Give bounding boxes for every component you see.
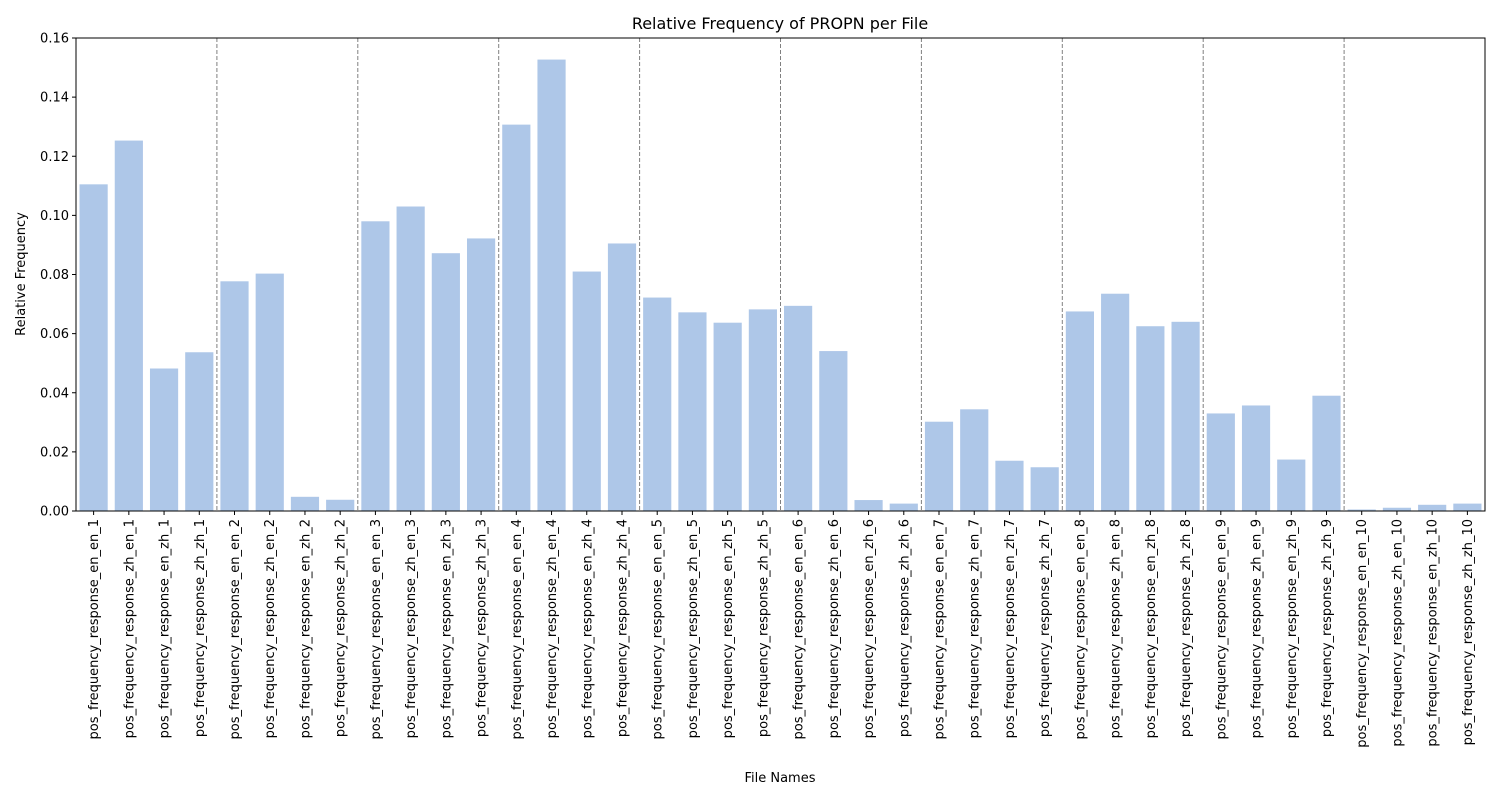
x-tick-label: pos_frequency_response_en_zh_4 bbox=[580, 519, 595, 738]
bar-pos_frequency_response_en_zh_7 bbox=[995, 460, 1024, 511]
bar-pos_frequency_response_zh_en_5 bbox=[678, 312, 707, 511]
x-tick-label: pos_frequency_response_en_en_3 bbox=[369, 519, 384, 739]
y-tick-label: 0.04 bbox=[40, 386, 69, 401]
x-tick-label: pos_frequency_response_en_zh_10 bbox=[1426, 519, 1441, 747]
bar-pos_frequency_response_en_en_7 bbox=[924, 421, 954, 511]
x-tick-label: pos_frequency_response_en_zh_9 bbox=[1285, 519, 1300, 738]
x-tick-label: pos_frequency_response_en_en_1 bbox=[87, 519, 102, 739]
x-tick-label: pos_frequency_response_en_en_4 bbox=[510, 519, 525, 739]
x-axis-ticks: pos_frequency_response_en_en_1 pos_freque… bbox=[87, 511, 1476, 748]
bar-pos_frequency_response_zh_en_3 bbox=[396, 206, 425, 511]
y-axis-label: Relative Frequency bbox=[14, 212, 29, 336]
bars-layer bbox=[79, 59, 1482, 512]
bar-pos_frequency_response_zh_zh_8 bbox=[1171, 321, 1200, 511]
bar-pos_frequency_response_zh_en_2 bbox=[255, 273, 284, 511]
bar-pos_frequency_response_en_zh_4 bbox=[572, 271, 601, 511]
bar-pos_frequency_response_zh_en_9 bbox=[1241, 405, 1271, 511]
bar-pos_frequency_response_en_zh_5 bbox=[713, 322, 742, 511]
x-tick-label: pos_frequency_response_zh_zh_1 bbox=[193, 519, 208, 737]
bar-pos_frequency_response_zh_zh_9 bbox=[1312, 395, 1341, 511]
x-tick-label: pos_frequency_response_zh_en_3 bbox=[404, 519, 419, 738]
x-tick-label: pos_frequency_response_zh_zh_7 bbox=[1038, 519, 1053, 737]
x-tick-label: pos_frequency_response_en_en_7 bbox=[933, 519, 948, 739]
bar-pos_frequency_response_zh_zh_3 bbox=[467, 238, 496, 511]
bar-pos_frequency_response_en_zh_1 bbox=[149, 368, 179, 511]
x-tick-label: pos_frequency_response_zh_zh_10 bbox=[1461, 519, 1476, 745]
x-tick-label: pos_frequency_response_zh_en_1 bbox=[122, 519, 137, 738]
bar-pos_frequency_response_zh_zh_10 bbox=[1453, 503, 1482, 511]
group-separators bbox=[216, 38, 1345, 511]
x-axis-label: File Names bbox=[744, 771, 815, 786]
bar-pos_frequency_response_en_zh_6 bbox=[854, 500, 883, 511]
bar-pos_frequency_response_zh_zh_6 bbox=[889, 503, 918, 511]
bar-pos_frequency_response_zh_en_4 bbox=[537, 59, 566, 511]
x-tick-label: pos_frequency_response_zh_zh_6 bbox=[897, 519, 912, 737]
x-tick-label: pos_frequency_response_zh_en_10 bbox=[1390, 519, 1405, 747]
x-tick-label: pos_frequency_response_zh_en_5 bbox=[686, 519, 701, 738]
bar-pos_frequency_response_zh_en_8 bbox=[1101, 293, 1130, 511]
x-tick-label: pos_frequency_response_zh_zh_3 bbox=[475, 519, 490, 737]
bar-pos_frequency_response_en_zh_2 bbox=[290, 496, 320, 511]
bar-pos_frequency_response_zh_zh_4 bbox=[607, 243, 637, 511]
x-tick-label: pos_frequency_response_en_zh_7 bbox=[1003, 519, 1018, 738]
x-tick-label: pos_frequency_response_en_zh_3 bbox=[439, 519, 454, 738]
x-tick-label: pos_frequency_response_en_zh_6 bbox=[862, 519, 877, 738]
bar-pos_frequency_response_zh_en_1 bbox=[114, 140, 143, 511]
bar-pos_frequency_response_zh_zh_2 bbox=[326, 499, 355, 511]
x-tick-label: pos_frequency_response_en_zh_1 bbox=[158, 519, 173, 738]
x-tick-label: pos_frequency_response_zh_zh_8 bbox=[1179, 519, 1194, 737]
y-tick-label: 0.02 bbox=[40, 445, 69, 460]
x-tick-label: pos_frequency_response_en_en_6 bbox=[792, 519, 807, 739]
y-tick-label: 0.06 bbox=[40, 327, 69, 342]
x-tick-label: pos_frequency_response_en_zh_2 bbox=[298, 519, 313, 738]
chart-title: Relative Frequency of PROPN per File bbox=[632, 14, 928, 33]
x-tick-label: pos_frequency_response_zh_en_8 bbox=[1109, 519, 1124, 738]
x-tick-label: pos_frequency_response_en_en_8 bbox=[1073, 519, 1088, 739]
bar-pos_frequency_response_en_en_3 bbox=[361, 221, 390, 512]
x-tick-label: pos_frequency_response_en_en_2 bbox=[228, 519, 243, 739]
x-tick-label: pos_frequency_response_zh_en_7 bbox=[968, 519, 983, 738]
x-tick-label: pos_frequency_response_en_zh_8 bbox=[1144, 519, 1159, 738]
bar-pos_frequency_response_zh_en_7 bbox=[960, 409, 989, 511]
bar-pos_frequency_response_en_en_10 bbox=[1347, 509, 1376, 511]
bar-pos_frequency_response_zh_zh_1 bbox=[185, 352, 214, 511]
bar-pos_frequency_response_en_en_2 bbox=[220, 281, 249, 511]
y-tick-label: 0.10 bbox=[40, 209, 69, 224]
bar-pos_frequency_response_zh_zh_7 bbox=[1030, 467, 1059, 511]
y-tick-label: 0.12 bbox=[40, 150, 69, 165]
x-tick-label: pos_frequency_response_en_en_10 bbox=[1355, 519, 1370, 748]
x-tick-label: pos_frequency_response_zh_zh_5 bbox=[756, 519, 771, 737]
bar-pos_frequency_response_en_zh_10 bbox=[1418, 504, 1447, 511]
y-axis-ticks: 0.00 0.02 0.04 0.06 0.08 0.10 0.12 0.14 0.16 bbox=[40, 32, 76, 520]
bar-pos_frequency_response_zh_en_6 bbox=[819, 351, 848, 511]
bar-pos_frequency_response_en_zh_3 bbox=[431, 253, 460, 511]
bar-pos_frequency_response_en_zh_9 bbox=[1277, 459, 1306, 511]
y-tick-label: 0.08 bbox=[40, 268, 69, 283]
bar-pos_frequency_response_zh_zh_5 bbox=[748, 309, 777, 511]
bar-pos_frequency_response_en_en_4 bbox=[502, 124, 531, 512]
y-tick-label: 0.00 bbox=[40, 505, 69, 520]
bar-pos_frequency_response_en_en_5 bbox=[643, 297, 672, 511]
x-tick-label: pos_frequency_response_zh_zh_4 bbox=[615, 519, 630, 737]
x-tick-label: pos_frequency_response_zh_zh_2 bbox=[334, 519, 349, 737]
bar-pos_frequency_response_zh_en_10 bbox=[1382, 507, 1412, 511]
x-tick-label: pos_frequency_response_en_en_5 bbox=[651, 519, 666, 739]
x-tick-label: pos_frequency_response_zh_en_2 bbox=[263, 519, 278, 738]
x-tick-label: pos_frequency_response_en_zh_5 bbox=[721, 519, 736, 738]
bar-pos_frequency_response_en_en_9 bbox=[1206, 413, 1235, 511]
x-tick-label: pos_frequency_response_zh_zh_9 bbox=[1320, 519, 1335, 737]
bar-pos_frequency_response_en_zh_8 bbox=[1136, 326, 1165, 511]
x-tick-label: pos_frequency_response_en_en_9 bbox=[1214, 519, 1229, 739]
bar-pos_frequency_response_en_en_8 bbox=[1065, 311, 1094, 511]
x-tick-label: pos_frequency_response_zh_en_6 bbox=[827, 519, 842, 738]
y-tick-label: 0.16 bbox=[40, 32, 69, 47]
plot-frame bbox=[75, 37, 1486, 512]
x-tick-label: pos_frequency_response_zh_en_4 bbox=[545, 519, 560, 738]
y-tick-label: 0.14 bbox=[40, 91, 69, 106]
bar-pos_frequency_response_en_en_1 bbox=[79, 184, 108, 511]
x-tick-label: pos_frequency_response_zh_en_9 bbox=[1250, 519, 1265, 738]
bar-pos_frequency_response_en_en_6 bbox=[784, 305, 813, 511]
